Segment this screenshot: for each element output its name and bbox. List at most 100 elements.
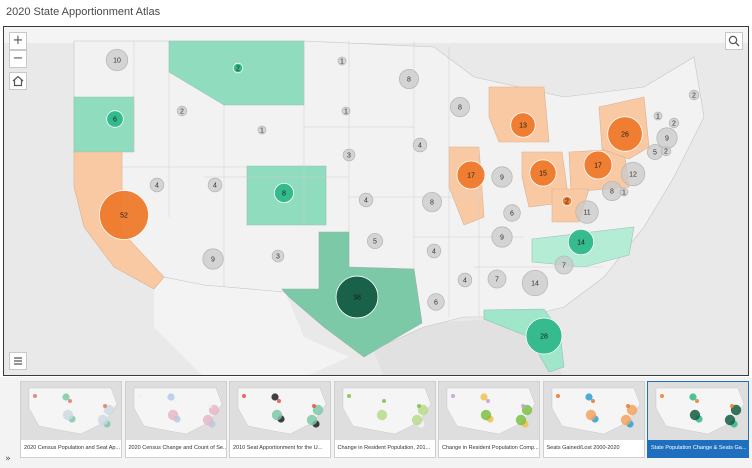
- story-card[interactable]: 2010 Seat Apportionment for the U...: [229, 381, 331, 458]
- seat-circle-mt[interactable]: [232, 62, 244, 74]
- story-card-thumbnail: [334, 382, 435, 442]
- layer-list-button[interactable]: [9, 352, 27, 370]
- seat-circle-ar[interactable]: [426, 243, 442, 259]
- story-card[interactable]: 2020 Census Change and Count of Se...: [124, 381, 227, 458]
- seat-count-co: 8: [282, 191, 286, 198]
- seat-count-vt: 1: [656, 114, 660, 121]
- search-button[interactable]: [725, 32, 743, 50]
- seat-count-oh: 15: [539, 171, 547, 178]
- seat-count-mo: 8: [430, 200, 434, 207]
- seat-count-nv: 4: [155, 183, 159, 190]
- seat-count-sc: 7: [562, 263, 566, 270]
- seat-circle-vt[interactable]: [653, 111, 663, 121]
- seat-count-tx: 38: [353, 295, 361, 302]
- story-card-thumbnail: [21, 382, 121, 442]
- seat-circle-me[interactable]: [688, 89, 700, 101]
- app-header: 2020 State Apportionment Atlas: [0, 0, 752, 26]
- seat-circle-mo[interactable]: [421, 191, 443, 213]
- story-card-thumbnail: [230, 382, 330, 442]
- seat-count-ky: 6: [510, 211, 514, 218]
- seat-circle-id[interactable]: [176, 105, 188, 117]
- seat-circle-nv[interactable]: [149, 177, 165, 193]
- collapse-strip-button[interactable]: »: [5, 454, 11, 464]
- seat-circle-de[interactable]: [619, 187, 629, 197]
- seat-count-de: 1: [622, 190, 626, 197]
- seat-circle-in[interactable]: [491, 166, 513, 188]
- seat-circle-ne[interactable]: [342, 148, 356, 162]
- seat-count-ma: 9: [665, 136, 669, 143]
- map-view[interactable]: 10 6 52 2 4 2 1 4 8 9 3 1 1 3 4 5 38 8 4 8 4 6 8 17 13 9 15 6 9 4 7 14 2…: [3, 26, 749, 376]
- seat-count-id: 2: [180, 109, 184, 116]
- seat-circle-ca[interactable]: [99, 190, 149, 240]
- seat-circle-tn[interactable]: [491, 226, 513, 248]
- seat-circle-mn[interactable]: [398, 68, 420, 90]
- story-card-label: Change in Resident Population, 201...: [334, 440, 435, 457]
- seat-count-nc: 14: [577, 240, 585, 247]
- seat-circle-pa[interactable]: [583, 150, 613, 180]
- seat-circle-fl[interactable]: [525, 317, 563, 355]
- seat-count-ga: 14: [531, 281, 539, 288]
- seat-circle-sd[interactable]: [341, 106, 351, 116]
- seat-count-ar: 4: [432, 249, 436, 256]
- story-card-label: Seats Gained/Lost 2000-2020: [543, 440, 644, 457]
- seat-circle-al[interactable]: [487, 269, 507, 289]
- state-oregon: [73, 96, 135, 153]
- seat-count-wi: 8: [458, 105, 462, 112]
- seat-circle-tx[interactable]: [335, 275, 379, 319]
- seat-count-wa: 10: [113, 58, 121, 65]
- seat-circle-wi[interactable]: [449, 96, 471, 118]
- seat-circle-nd[interactable]: [337, 56, 347, 66]
- seat-circle-az[interactable]: [202, 248, 224, 270]
- story-card-label: Change in Resident Population Comp...: [439, 440, 539, 457]
- seat-circle-ky[interactable]: [503, 204, 521, 222]
- seat-circle-wy[interactable]: [257, 125, 267, 135]
- seat-circle-ks[interactable]: [358, 192, 374, 208]
- seat-count-ne: 3: [347, 153, 351, 160]
- seat-circle-wa[interactable]: [105, 48, 129, 72]
- seat-count-nj: 12: [629, 172, 637, 179]
- seat-circle-ms[interactable]: [457, 272, 473, 288]
- seat-count-az: 9: [211, 257, 215, 264]
- seat-circle-or[interactable]: [106, 110, 124, 128]
- seat-circle-sc[interactable]: [554, 255, 574, 275]
- seat-circle-nj[interactable]: [620, 161, 646, 187]
- seat-count-ok: 5: [373, 239, 377, 246]
- seat-count-ut: 4: [213, 183, 217, 190]
- zoom-out-button[interactable]: −: [9, 50, 27, 68]
- seat-count-al: 7: [495, 277, 499, 284]
- seat-circle-ut[interactable]: [207, 177, 223, 193]
- seat-count-in: 9: [500, 175, 504, 182]
- seat-circle-mi[interactable]: [510, 112, 536, 138]
- seat-circle-ny[interactable]: [607, 116, 643, 152]
- seat-circle-wv[interactable]: [561, 195, 573, 207]
- seat-circle-la[interactable]: [427, 293, 445, 311]
- seat-circle-ma[interactable]: [656, 127, 678, 149]
- seat-circle-va[interactable]: [575, 200, 599, 224]
- story-card[interactable]: Change in Resident Population, 201...: [333, 381, 436, 458]
- seat-count-mi: 13: [519, 123, 527, 130]
- seat-circle-nm[interactable]: [271, 249, 285, 263]
- seat-circle-ia[interactable]: [412, 137, 428, 153]
- seat-circle-nc[interactable]: [567, 228, 595, 256]
- seat-count-ny: 26: [621, 132, 629, 139]
- seat-count-pa: 17: [594, 163, 602, 170]
- seat-count-tn: 9: [500, 235, 504, 242]
- seat-circle-oh[interactable]: [529, 159, 557, 187]
- home-button[interactable]: [9, 72, 27, 90]
- story-card-thumbnail: [648, 382, 748, 442]
- seat-count-ri: 2: [664, 149, 668, 156]
- story-card[interactable]: 2020 Census Population and Seat Ap...: [20, 381, 122, 458]
- seat-circle-ga[interactable]: [521, 269, 549, 297]
- story-card[interactable]: State Population Change & Seats Ga...: [647, 381, 749, 458]
- seat-circle-nh[interactable]: [668, 117, 680, 129]
- story-card[interactable]: Change in Resident Population Comp...: [438, 381, 540, 458]
- seat-count-wy: 1: [260, 128, 264, 135]
- zoom-in-button[interactable]: +: [9, 32, 27, 50]
- seat-circle-co[interactable]: [273, 182, 295, 204]
- seat-circle-ok[interactable]: [366, 232, 384, 250]
- seat-circle-il[interactable]: [456, 160, 486, 190]
- story-card-thumbnail: [125, 382, 226, 442]
- story-card[interactable]: Seats Gained/Lost 2000-2020: [542, 381, 645, 458]
- seat-count-ca: 52: [120, 213, 128, 220]
